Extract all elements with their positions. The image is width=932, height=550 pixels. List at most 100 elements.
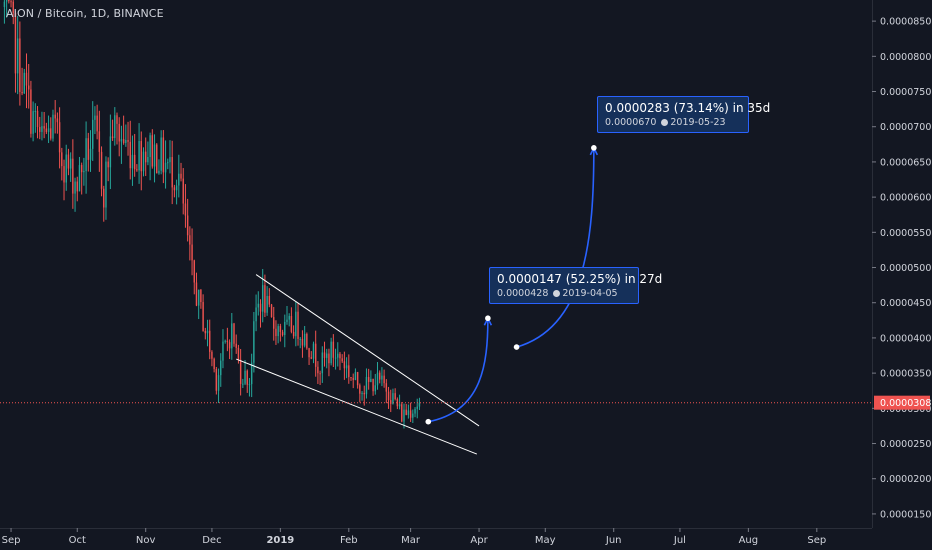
candle-body-123 <box>275 328 277 337</box>
candle-body-151 <box>337 353 339 358</box>
candle-body-165 <box>367 377 370 382</box>
projection-callout-1-price: 0.0000428 <box>497 288 549 299</box>
price-tick-label-9: 0.0000400 <box>880 333 931 344</box>
candle-body-5 <box>14 12 17 74</box>
candle-body-99 <box>222 341 224 361</box>
candle-body-27 <box>63 166 65 183</box>
candle-body-156 <box>348 365 350 378</box>
projection-start-point-2[interactable] <box>513 344 520 350</box>
time-tick-label-7: Apr <box>470 535 488 546</box>
candle-body-184 <box>409 410 412 418</box>
candle-body-28 <box>65 154 67 183</box>
candle-body-133 <box>297 311 299 339</box>
candle-body-176 <box>392 393 394 404</box>
projection-callout-2[interactable]: 0.0000283 (73.14%) in 35d 0.0000670 2019-… <box>597 96 770 133</box>
time-tick-label-6: Mar <box>401 535 421 546</box>
time-axis[interactable]: Sep Oct Nov Dec 2019 Feb Mar Apr May Jun Jul Aug Sep <box>0 528 932 550</box>
candle-body-102 <box>228 342 231 349</box>
candle-body-23 <box>54 114 56 119</box>
price-tick-label-6: 0.0000550 <box>880 228 931 239</box>
candle-body-162 <box>361 392 363 394</box>
trendlines-layer <box>236 274 480 455</box>
candle-body-142 <box>317 366 319 374</box>
candle-body-96 <box>215 368 218 391</box>
candle-body-111 <box>248 384 251 386</box>
candle-body-69 <box>156 144 158 174</box>
candle-body-72 <box>162 137 165 173</box>
price-tick-label-1: 0.0000800 <box>880 52 931 63</box>
price-axis[interactable]: 0.0000850 0.0000800 0.0000750 0.0000700 0.00… <box>872 0 932 550</box>
candle-body-14 <box>34 110 37 112</box>
candle-body-150 <box>334 357 337 359</box>
time-tick-label-11: Aug <box>739 535 759 546</box>
clock-icon <box>661 119 669 126</box>
projection-callout-1-sub: 0.0000428 2019-04-05 <box>497 287 631 300</box>
candle-body-83 <box>186 215 189 236</box>
candle-body-68 <box>153 144 156 167</box>
candle-body-124 <box>277 326 279 337</box>
projection-end-point-1[interactable] <box>485 315 491 322</box>
candle-body-3 <box>10 1 12 3</box>
candle-body-119 <box>266 295 268 313</box>
projection-arc-2[interactable] <box>516 147 595 348</box>
time-tick-label-12: Sep <box>807 535 826 546</box>
candle-body-47 <box>107 161 109 168</box>
candle-body-153 <box>341 358 343 362</box>
candle-body-63 <box>142 151 145 172</box>
candle-body-180 <box>401 404 403 422</box>
candle-body-104 <box>233 323 235 344</box>
candle-body-160 <box>356 372 359 386</box>
candle-body-25 <box>58 122 61 153</box>
candle-body-125 <box>279 326 282 332</box>
candle-body-122 <box>273 317 275 329</box>
candle-body-186 <box>414 408 416 414</box>
candle-body-59 <box>133 154 136 170</box>
candle-body-174 <box>387 391 390 401</box>
candle-body-50 <box>114 115 116 139</box>
price-tick-label-7: 0.0000500 <box>880 263 931 274</box>
projection-callout-2-price: 0.0000670 <box>605 117 657 128</box>
last-price-badge[interactable] <box>874 395 930 410</box>
candle-body-11 <box>27 85 30 90</box>
trendline-upper[interactable] <box>255 274 480 427</box>
candle-body-18 <box>43 126 45 129</box>
candle-body-168 <box>374 385 377 392</box>
time-tick-label-9: Jun <box>605 535 622 546</box>
candle-body-32 <box>74 181 76 194</box>
symbol-title: AION / Bitcoin, 1D, BINANCE <box>6 7 164 20</box>
candle-body-161 <box>359 385 361 394</box>
candle-body-66 <box>149 135 151 157</box>
candle-body-170 <box>378 372 381 380</box>
projection-arc-1[interactable] <box>428 318 489 423</box>
trendline-lower[interactable] <box>236 358 478 455</box>
time-tick-label-1: Oct <box>69 535 86 546</box>
candle-body-164 <box>365 377 368 395</box>
candle-body-35 <box>80 165 83 173</box>
candle-body-181 <box>403 409 405 422</box>
candle-body-183 <box>407 410 410 415</box>
candle-body-141 <box>314 343 317 367</box>
candle-body-62 <box>140 141 143 172</box>
candle-body-131 <box>292 331 295 337</box>
candle-body-177 <box>394 393 396 400</box>
candle-body-173 <box>385 383 388 392</box>
candle-body-144 <box>321 352 324 374</box>
candle-body-113 <box>253 321 255 363</box>
candle-body-17 <box>41 126 43 132</box>
projection-callout-1[interactable]: 0.0000147 (52.25%) in 27d 0.0000428 2019-… <box>489 267 662 304</box>
candle-body-94 <box>211 351 213 359</box>
candle-body-92 <box>206 330 209 334</box>
candle-body-71 <box>160 137 162 171</box>
price-tick-label-3: 0.0000700 <box>880 122 931 133</box>
candle-body-79 <box>178 173 180 186</box>
candle-body-10 <box>25 72 28 86</box>
price-tick-label-8: 0.0000450 <box>880 298 931 309</box>
candle-body-86 <box>193 260 195 283</box>
projection-end-point-2[interactable] <box>591 145 597 151</box>
candle-body-8 <box>21 91 23 94</box>
projection-start-point-1[interactable] <box>425 418 432 425</box>
candle-body-95 <box>213 358 215 369</box>
candle-body-21 <box>50 128 52 139</box>
candle-body-130 <box>290 316 293 332</box>
